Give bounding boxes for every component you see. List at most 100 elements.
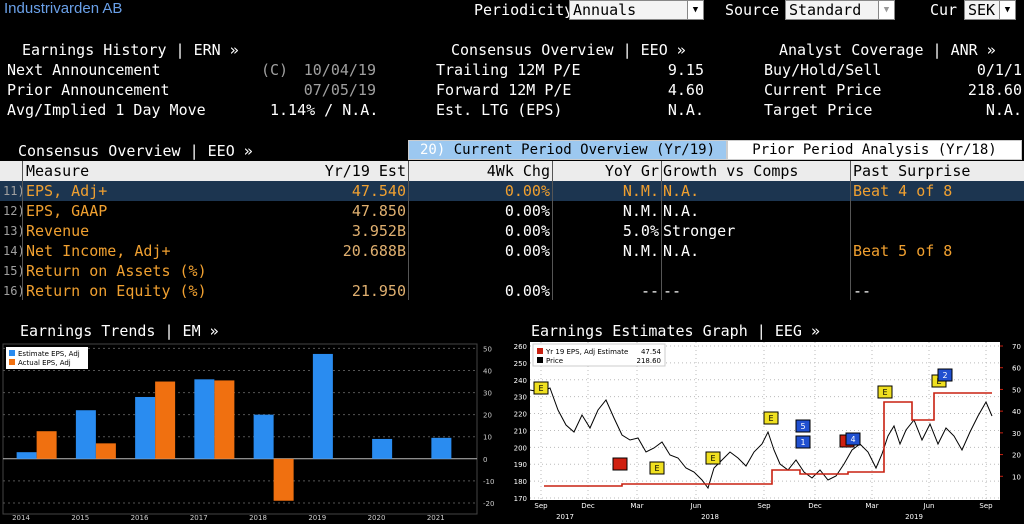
- col-4wk-chg[interactable]: 4Wk Chg: [486, 162, 550, 180]
- day-move-value: 1.14% / N.A.: [270, 101, 379, 119]
- col-past-surprise[interactable]: Past Surprise: [853, 162, 971, 180]
- tab-prior-period[interactable]: Prior Period Analysis (Yr/18): [727, 140, 1022, 160]
- table-header: Measure Yr/19 Est 4Wk Chg YoY Gr Growth …: [0, 161, 1024, 181]
- x-tick-label: 2019: [308, 514, 326, 522]
- left-tick-label: 200: [514, 444, 527, 452]
- analyst-marker[interactable]: [845, 432, 861, 446]
- legend-label-estimate: Yr 19 EPS, Adj Estimate: [545, 348, 628, 356]
- consensus-overview-title[interactable]: Consensus Overview | EEO »: [451, 41, 686, 59]
- y-tick-label: 30: [483, 390, 492, 398]
- marker-label: E: [768, 414, 773, 423]
- estimate-bar[interactable]: [16, 452, 37, 459]
- plot-area: [2, 343, 478, 515]
- left-tick-label: 220: [514, 411, 527, 419]
- estimate-bar[interactable]: [75, 410, 96, 459]
- tab-number: 20): [419, 142, 446, 158]
- actual-bar[interactable]: [273, 458, 294, 501]
- estimate-revision-marker[interactable]: [649, 461, 665, 475]
- analyst-marker[interactable]: [937, 368, 953, 382]
- chevron-down-icon[interactable]: ▼: [687, 1, 703, 19]
- earnings-history-title[interactable]: Earnings History | ERN »: [22, 41, 239, 59]
- chevron-down-icon[interactable]: ▼: [999, 1, 1015, 19]
- trends-legend: Estimate EPS, Adj Actual EPS, Adj: [6, 347, 88, 369]
- legend-value-price: 218.60: [637, 357, 662, 365]
- estimate-bar[interactable]: [372, 438, 393, 459]
- buy-hold-sell-label: Buy/Hold/Sell: [764, 61, 882, 79]
- actual-bar[interactable]: [95, 443, 116, 459]
- periodicity-select[interactable]: Annuals ▼: [569, 0, 704, 20]
- prior-announcement-label: Prior Announcement: [7, 81, 170, 99]
- column-divider: [552, 161, 553, 300]
- x-tick-label: 2021: [427, 514, 445, 522]
- estimate-revision-marker[interactable]: [705, 451, 721, 465]
- tab-current-period[interactable]: 20) Current Period Overview (Yr/19): [408, 140, 727, 160]
- eeg-legend: Yr 19 EPS, Adj Estimate 47.54 Price 218.…: [532, 343, 666, 367]
- col-yoy-growth[interactable]: YoY Gr: [604, 162, 659, 180]
- estimate-bar[interactable]: [194, 379, 215, 459]
- company-name[interactable]: Industrivarden AB: [4, 0, 123, 17]
- marker-label: E: [882, 388, 887, 397]
- source-label: Source: [725, 1, 780, 19]
- marker-label: E: [538, 384, 543, 393]
- actual-bar[interactable]: [36, 431, 57, 459]
- col-growth-vs-comps[interactable]: Growth vs Comps: [663, 162, 799, 180]
- trailing-pe-label: Trailing 12M P/E: [436, 61, 581, 79]
- analyst-marker[interactable]: [795, 435, 811, 449]
- marker-label: 5: [800, 422, 805, 431]
- left-tick-label: 210: [514, 427, 527, 435]
- estimate-bar[interactable]: [431, 437, 452, 459]
- analyst-coverage-title[interactable]: Analyst Coverage | ANR »: [779, 41, 996, 59]
- left-tick-label: 190: [514, 461, 527, 469]
- target-price-value: N.A.: [985, 101, 1022, 119]
- estimates-graph-title[interactable]: Earnings Estimates Graph | EEG »: [531, 322, 820, 340]
- table-row[interactable]: 16) Return on Equity (%) 21.950 0.00% --…: [3, 282, 872, 300]
- legend-label-actual: Actual EPS, Adj: [18, 359, 71, 367]
- table-row[interactable]: 12) EPS, GAAP 47.850 0.00% N.M. N.A.: [3, 202, 700, 220]
- currency-label: Cur: [930, 1, 958, 19]
- legend-label-price: Price: [546, 357, 563, 365]
- estimate-bar[interactable]: [135, 396, 156, 459]
- table-row[interactable]: 15) Return on Assets (%): [3, 262, 207, 280]
- x-year-label: 2018: [701, 513, 719, 521]
- table-row[interactable]: 14) Net Income, Adj+ 20.688B 0.00% N.M. …: [3, 242, 953, 260]
- currency-value: SEK: [968, 1, 996, 19]
- estimate-revision-marker[interactable]: [877, 385, 893, 399]
- col-estimate[interactable]: Yr/19 Est: [324, 162, 406, 180]
- y-tick-label: 0: [483, 456, 487, 464]
- y-tick-label: 50: [483, 345, 492, 353]
- x-month-label: Jun: [923, 502, 935, 510]
- day-move-label: Avg/Implied 1 Day Move: [7, 101, 206, 119]
- estimate-revision-marker[interactable]: [533, 381, 549, 395]
- next-announcement-date: 10/04/19: [303, 61, 376, 79]
- chevron-down-icon[interactable]: ▼: [878, 1, 894, 19]
- table-row[interactable]: 13) Revenue 3.952B 0.00% 5.0% Stronger: [3, 222, 736, 240]
- earnings-trends-title[interactable]: Earnings Trends | EM »: [20, 322, 219, 340]
- source-select[interactable]: Standard ▼: [785, 0, 895, 20]
- actual-bar[interactable]: [155, 381, 176, 459]
- next-announcement-label: Next Announcement: [7, 61, 161, 79]
- y-tick-label: 20: [483, 412, 492, 420]
- x-month-label: Dec: [808, 502, 822, 510]
- overview-section-title[interactable]: Consensus Overview | EEO »: [18, 142, 253, 160]
- estimate-revision-marker[interactable]: [763, 411, 779, 425]
- col-measure[interactable]: Measure: [26, 162, 90, 180]
- current-price-value: 218.60: [967, 81, 1022, 99]
- actual-bar[interactable]: [214, 380, 235, 459]
- earnings-marker[interactable]: [612, 457, 628, 471]
- legend-swatch-estimate: [537, 348, 543, 354]
- analyst-marker[interactable]: [795, 419, 811, 433]
- currency-select[interactable]: SEK ▼: [964, 0, 1016, 20]
- x-tick-label: 2015: [71, 514, 89, 522]
- x-month-label: Dec: [581, 502, 595, 510]
- estimate-bar[interactable]: [253, 414, 274, 459]
- right-tick-label: 10: [1012, 473, 1021, 481]
- column-divider: [661, 161, 662, 300]
- table-row[interactable]: 11) EPS, Adj+ 47.540 0.00% N.M. N.A. Bea…: [0, 181, 1024, 201]
- estimate-bar[interactable]: [312, 353, 333, 459]
- prior-announcement-date: 07/05/19: [303, 81, 376, 99]
- ltg-value: N.A.: [667, 101, 704, 119]
- earnings-trends-chart[interactable]: 50 40 30 20 10 0 -10 -20 2014 2015 2016 2017 2018 20…: [0, 340, 510, 524]
- x-tick-label: 2020: [368, 514, 386, 522]
- right-tick-label: 40: [1012, 408, 1021, 416]
